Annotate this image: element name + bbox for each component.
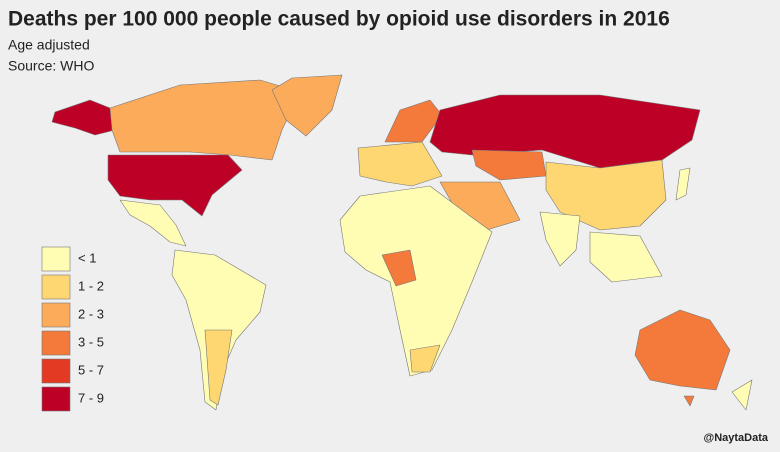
south-africa bbox=[409, 344, 441, 373]
australia bbox=[634, 309, 731, 391]
argentina bbox=[204, 329, 233, 406]
europe bbox=[357, 141, 443, 187]
canada bbox=[109, 79, 301, 161]
legend-swatch bbox=[41, 358, 71, 384]
world-map bbox=[51, 74, 753, 411]
alaska bbox=[51, 99, 116, 136]
legend-label: 3 - 5 bbox=[78, 334, 104, 349]
tasmania bbox=[683, 395, 695, 407]
legend-swatch bbox=[41, 274, 71, 300]
new-zealand bbox=[731, 379, 753, 411]
greenland bbox=[271, 74, 343, 137]
legend-swatch bbox=[41, 330, 71, 356]
southeast-asia bbox=[589, 231, 663, 283]
japan bbox=[675, 167, 691, 201]
title: Deaths per 100 000 people caused by opio… bbox=[8, 8, 670, 31]
legend-swatch bbox=[41, 302, 71, 328]
russia bbox=[429, 94, 701, 169]
legend-label: 1 - 2 bbox=[78, 278, 104, 293]
legend-label: 7 - 9 bbox=[78, 390, 104, 405]
kazakhstan bbox=[471, 149, 547, 181]
source: Source: WHO bbox=[8, 58, 94, 74]
nigeria bbox=[381, 249, 417, 287]
scandinavia bbox=[384, 99, 443, 143]
india bbox=[539, 211, 581, 267]
credit: @NaytaData bbox=[703, 432, 768, 444]
africa bbox=[339, 185, 493, 377]
subtitle: Age adjusted bbox=[8, 37, 90, 53]
legend-label: 5 - 7 bbox=[78, 362, 104, 377]
legend: < 1 1 - 2 2 - 3 3 - 5 5 - 7 7 - 9 bbox=[41, 246, 104, 412]
legend-swatch bbox=[41, 386, 71, 412]
legend-label: < 1 bbox=[78, 250, 96, 265]
usa bbox=[107, 154, 243, 217]
legend-label: 2 - 3 bbox=[78, 306, 104, 321]
china bbox=[545, 159, 667, 231]
legend-swatch bbox=[41, 246, 71, 272]
central-america bbox=[119, 199, 187, 247]
